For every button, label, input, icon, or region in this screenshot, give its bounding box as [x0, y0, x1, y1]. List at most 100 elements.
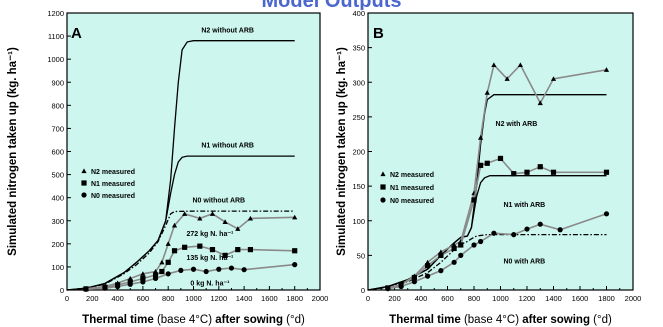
y-tick-label: 1100 — [48, 32, 64, 41]
data-point-square — [537, 164, 543, 170]
y-tick-label: 700 — [51, 124, 64, 133]
data-point-circle — [451, 259, 457, 265]
data-point-square — [165, 259, 171, 265]
data-point-circle — [152, 275, 159, 282]
y-tick-label: 900 — [51, 78, 64, 87]
x-tick-label: 1800 — [286, 294, 303, 303]
series-line-n2-measured — [85, 212, 295, 290]
legend-marker-circle — [380, 197, 386, 203]
y-tick-label: 400 — [51, 194, 64, 203]
data-point-circle — [127, 281, 133, 287]
data-point-square — [222, 252, 228, 258]
data-point-triangle — [165, 241, 171, 246]
legend-marker-triangle — [81, 168, 87, 174]
data-point-square — [471, 197, 477, 203]
series-annotation: N0 without ARB — [192, 197, 245, 204]
data-point-triangle — [159, 259, 165, 265]
legend-label: N2 measured — [91, 169, 135, 176]
x-tick-label: 1200 — [519, 294, 536, 303]
y-tick-label: 100 — [51, 263, 64, 272]
data-point-square — [458, 242, 464, 248]
y-tick-label: 100 — [352, 217, 365, 226]
page-header: Model Outputs — [0, 0, 663, 10]
y-tick-label: 500 — [51, 171, 64, 180]
y-tick-label: 0 — [361, 286, 365, 295]
data-point-triangle — [140, 271, 146, 276]
x-tick-label: 400 — [111, 294, 124, 303]
series-line-n0-with-arb — [367, 233, 607, 291]
chart-panel-a: 0 200 400 600 800 1000 1200 1400 1600 1800 2000 0 10… — [7, 9, 328, 326]
x-tick-label: 0 — [366, 294, 370, 303]
data-point-circle — [203, 268, 209, 275]
data-point-triangle — [235, 226, 241, 231]
x-axis-title-part: Thermal time — [389, 314, 461, 326]
data-point-circle — [241, 267, 247, 273]
x-tick-label: 1600 — [572, 294, 589, 303]
y-axis-title: Simulated nitrogen taken up (kg. ha⁻¹) — [7, 47, 19, 256]
chart-panel-b: 0 200 400 600 800 1000 1200 1400 1600 1800 2000 0 50… — [336, 9, 641, 326]
y-tick-label: 200 — [352, 148, 365, 157]
x-axis-title-part: (°d) — [283, 314, 305, 326]
x-tick-label: 1200 — [210, 294, 227, 303]
series-annotation: N2 with ARB — [496, 121, 538, 128]
data-point-square — [209, 247, 216, 253]
x-axis-title-part: (base 4°C) — [154, 314, 215, 326]
data-point-square — [438, 252, 444, 258]
y-tick-label: 200 — [51, 240, 64, 249]
data-point-circle — [458, 252, 464, 258]
data-point-square — [484, 160, 490, 166]
x-tick-label: 2000 — [625, 294, 642, 303]
data-point-triangle — [537, 100, 543, 106]
series-line-n1-measured — [387, 157, 607, 289]
legend-marker-triangle — [380, 171, 386, 177]
plot-area — [66, 12, 321, 291]
legend-label: N2 measured — [390, 172, 434, 179]
series-line-n1-with-arb — [367, 175, 607, 291]
legend-label: N1 measured — [390, 185, 434, 192]
legend-marker-circle — [81, 192, 87, 198]
data-point-circle — [537, 221, 543, 227]
data-point-square — [235, 247, 241, 253]
y-tick-label: 300 — [51, 217, 64, 226]
y-tick-label: 0 — [60, 286, 64, 295]
data-point-circle — [190, 266, 197, 272]
data-point-circle — [603, 211, 610, 217]
data-point-circle — [471, 242, 477, 248]
x-tick-label: 1600 — [261, 294, 278, 303]
data-point-circle — [115, 283, 121, 290]
data-point-square — [247, 247, 254, 253]
legend-marker-square — [380, 184, 386, 190]
series-line-n2-measured — [387, 63, 607, 289]
legend: N2 measured N1 measured N0 measured — [81, 168, 135, 200]
data-point-triangle — [222, 219, 228, 224]
data-point-square — [159, 268, 165, 275]
x-axis-title: Thermal time (base 4°C) after sowing (°d… — [389, 314, 612, 326]
data-point-square — [478, 162, 484, 168]
page-title: Model Outputs — [0, 0, 663, 10]
x-tick-label: 2000 — [312, 294, 329, 303]
x-tick-label: 1000 — [492, 294, 509, 303]
data-point-triangle — [478, 135, 484, 140]
series-line-n1-without-arb — [66, 155, 295, 291]
series-annotation: 272 kg N. ha⁻¹ — [186, 231, 234, 238]
x-tick-label: 800 — [468, 294, 481, 303]
x-tick-label: 200 — [388, 294, 401, 303]
data-point-circle — [140, 279, 146, 285]
series-annotation: N0 with ARB — [503, 259, 545, 266]
legend: N2 measured N1 measured N0 measured — [380, 171, 434, 205]
data-point-square — [524, 169, 530, 175]
data-point-triangle — [182, 211, 188, 216]
x-tick-label: 1800 — [598, 294, 615, 303]
x-axis-title: Thermal time (base 4°C) after sowing (°d… — [82, 314, 305, 326]
data-point-triangle — [171, 222, 178, 228]
data-point-circle — [102, 285, 108, 291]
y-tick-label: 300 — [352, 78, 365, 87]
legend-label: N0 measured — [390, 198, 434, 205]
x-tick-label: 0 — [65, 294, 69, 303]
data-point-circle — [385, 286, 391, 292]
series-annotation: N1 with ARB — [503, 202, 545, 209]
x-axis-title-part: (base 4°C) — [461, 314, 522, 326]
data-point-triangle — [292, 214, 298, 220]
series-annotation: N1 without ARB — [201, 142, 254, 149]
data-point-square — [182, 244, 188, 250]
